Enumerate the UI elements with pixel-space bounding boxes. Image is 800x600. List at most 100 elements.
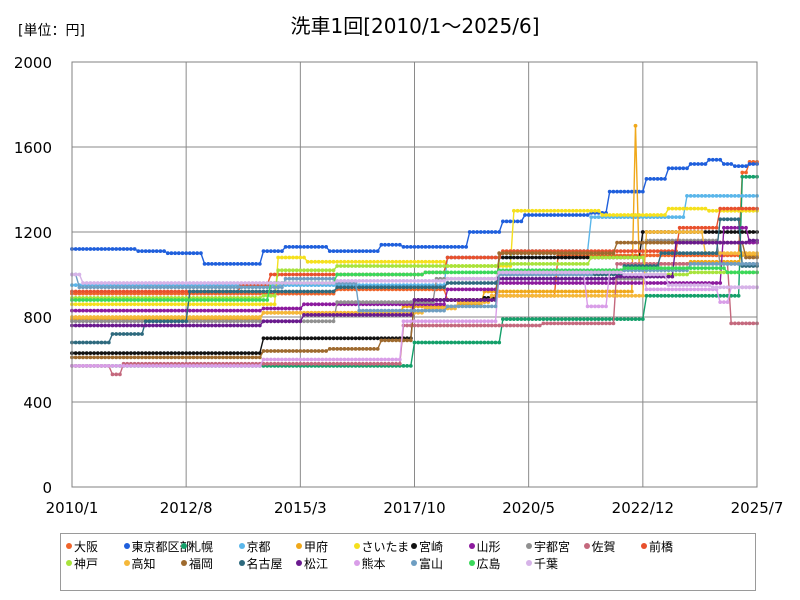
data-point	[154, 319, 159, 324]
legend-marker	[468, 560, 475, 566]
data-point	[449, 287, 454, 292]
data-point	[147, 308, 152, 313]
data-point	[118, 289, 122, 294]
data-point	[559, 213, 564, 217]
data-point	[246, 289, 251, 294]
data-point	[298, 336, 303, 341]
legend-marker	[66, 560, 72, 566]
data-point	[567, 289, 572, 294]
data-point	[633, 293, 638, 298]
data-point	[239, 289, 244, 294]
data-point	[545, 321, 549, 326]
legend-marker	[411, 543, 417, 549]
data-point	[213, 302, 218, 307]
legend-item: 神戸	[66, 555, 124, 571]
data-point	[176, 323, 181, 328]
data-point	[147, 323, 152, 328]
data-point	[567, 255, 572, 260]
data-point	[401, 300, 406, 304]
data-point	[390, 242, 395, 247]
data-point	[386, 313, 391, 317]
data-point	[162, 289, 167, 294]
data-point	[666, 293, 671, 298]
data-point	[442, 245, 446, 249]
data-point	[221, 302, 225, 307]
data-point	[132, 281, 137, 285]
data-point	[648, 240, 653, 245]
data-point	[431, 264, 435, 268]
data-point	[478, 264, 483, 268]
data-point	[405, 272, 409, 277]
data-point	[434, 319, 439, 324]
data-point	[519, 255, 524, 260]
data-point	[548, 270, 553, 275]
data-point	[224, 364, 229, 368]
legend-marker	[353, 560, 360, 566]
data-point	[235, 308, 240, 313]
data-point	[552, 251, 557, 256]
data-point	[434, 340, 439, 345]
data-point	[261, 357, 266, 362]
data-point	[744, 225, 748, 230]
data-point	[541, 281, 546, 285]
legend-label: 高知	[131, 556, 156, 571]
data-point	[648, 249, 653, 254]
data-point	[184, 302, 189, 307]
data-point	[73, 319, 78, 324]
data-point	[162, 308, 167, 313]
data-point	[386, 279, 391, 283]
data-point	[736, 251, 741, 256]
data-point	[607, 321, 612, 326]
data-point	[269, 349, 273, 353]
data-point	[272, 302, 277, 307]
data-point	[486, 255, 491, 260]
data-point	[703, 283, 708, 287]
data-point	[681, 206, 686, 211]
data-point	[559, 321, 564, 326]
data-point	[151, 281, 155, 285]
data-point	[224, 302, 229, 307]
data-point	[210, 289, 214, 294]
legend-label: 札幌	[189, 539, 214, 554]
data-point	[184, 323, 189, 328]
data-point	[556, 262, 560, 266]
data-point	[368, 347, 373, 351]
data-point	[548, 321, 553, 326]
data-point	[187, 251, 192, 256]
data-point	[298, 361, 303, 366]
data-point	[659, 251, 664, 256]
data-point	[559, 270, 564, 275]
data-point	[423, 270, 428, 275]
data-point	[722, 225, 726, 230]
data-point	[515, 251, 520, 256]
data-point	[140, 319, 144, 324]
data-point	[655, 253, 660, 258]
data-point	[191, 289, 196, 294]
data-point	[250, 262, 255, 266]
data-point	[254, 364, 258, 368]
data-point	[283, 272, 288, 277]
data-point	[169, 285, 174, 290]
data-point	[276, 268, 281, 273]
data-point	[364, 313, 369, 317]
data-point	[703, 206, 708, 211]
data-point	[235, 285, 240, 290]
data-point	[180, 323, 185, 328]
data-point	[202, 319, 207, 324]
data-point	[357, 308, 362, 313]
data-point	[283, 336, 288, 341]
data-point	[342, 336, 347, 341]
data-point	[92, 308, 96, 313]
data-point	[257, 315, 262, 319]
data-point	[280, 255, 284, 260]
data-point	[449, 281, 454, 285]
data-point	[666, 262, 671, 266]
data-point	[405, 319, 409, 324]
data-point	[751, 270, 756, 275]
data-point	[449, 304, 454, 309]
data-point	[81, 285, 85, 290]
data-point	[84, 298, 89, 302]
data-point	[99, 319, 104, 324]
data-point	[618, 255, 623, 260]
data-point	[383, 242, 387, 247]
